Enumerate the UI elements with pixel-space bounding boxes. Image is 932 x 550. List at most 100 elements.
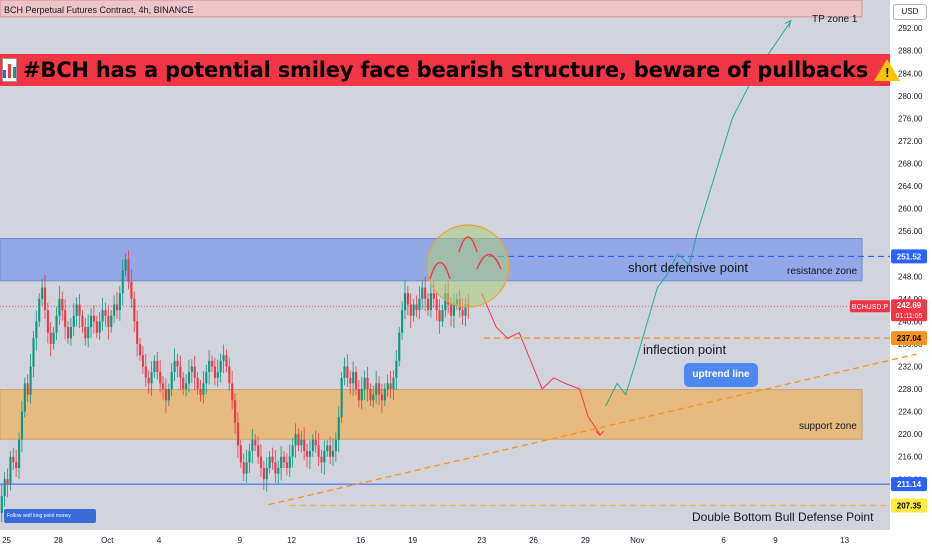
candle-body [78, 304, 81, 316]
double-bottom-label: Double Bottom Bull Defense Point [692, 510, 874, 524]
price-tick-label: 216.00 [898, 453, 923, 462]
candle-body [110, 315, 113, 328]
candle-body [190, 366, 193, 373]
price-tag-resistance: 251.52 [897, 252, 922, 261]
bearish-arrowhead [595, 430, 605, 436]
right-shoulder-arc [476, 253, 502, 270]
candle-body [173, 360, 176, 373]
candle-body [331, 451, 335, 457]
candle-body [153, 360, 156, 373]
candle-body [87, 327, 90, 339]
candle-body [306, 451, 309, 457]
time-tick-label: 9 [238, 536, 243, 545]
candle-body [15, 462, 18, 468]
candle-body [225, 355, 228, 367]
headline-text: #BCH has a potential smiley face bearish… [23, 58, 869, 82]
candle-body [392, 377, 395, 390]
candle-body [343, 366, 346, 378]
candle-body [38, 298, 41, 322]
time-tick-label: Nov [630, 536, 644, 545]
candle-body [81, 315, 84, 328]
candle-body [262, 467, 265, 480]
candle-body [415, 304, 418, 311]
price-tick-label: 268.00 [898, 160, 923, 169]
candle-body [61, 298, 64, 311]
candle-body [12, 456, 15, 463]
candle-body [41, 287, 44, 299]
candle-body [427, 298, 430, 311]
candle-body [69, 327, 72, 339]
candle-body [35, 321, 38, 339]
price-tick-label: 284.00 [898, 69, 923, 78]
candle-body [219, 360, 222, 373]
bearish-projection-path [481, 293, 601, 435]
price-tag-double-bottom-bg [891, 498, 927, 513]
candle-body [101, 310, 104, 322]
candle-body [6, 479, 9, 485]
watermark-badge: Follow wolf king point money [4, 509, 96, 523]
candle-body [0, 496, 3, 514]
price-tag-double-bottom: 207.35 [897, 501, 922, 510]
candle-body [464, 304, 467, 316]
time-axis-background [0, 530, 890, 550]
short-defensive-label: short defensive point [628, 260, 748, 275]
candle-body [196, 377, 199, 390]
uptrend-line [268, 353, 917, 506]
tp-zone [0, 0, 863, 18]
warning-icon: ! [874, 59, 901, 81]
candle-body [49, 332, 52, 344]
candle-body [58, 298, 61, 316]
candle-body [228, 366, 231, 384]
candle-body [208, 360, 211, 373]
time-tick-label: 28 [54, 536, 63, 545]
candle-body [308, 451, 312, 457]
candle-body [435, 298, 438, 311]
candle-body [67, 327, 70, 339]
candle-body [242, 462, 245, 474]
smiley-face-circle [426, 224, 510, 308]
candle-body [26, 383, 29, 395]
uptrend-line-callout: uptrend line [684, 363, 758, 387]
candle-body [236, 422, 240, 446]
candle-body [257, 445, 260, 457]
time-tick-label: 19 [408, 536, 417, 545]
candle-body [222, 355, 225, 361]
time-tick-label: 9 [773, 536, 778, 545]
candle-body [317, 445, 320, 457]
candle-body [124, 259, 127, 271]
candle-body [234, 400, 237, 423]
price-tick-label: 224.00 [898, 408, 923, 417]
candle-body [199, 389, 202, 395]
candle-body [75, 304, 78, 316]
candle-body [421, 287, 424, 299]
candle-body [130, 281, 133, 299]
candle-body [90, 315, 93, 328]
currency-badge[interactable]: USD [893, 4, 927, 20]
candle-body [398, 332, 401, 361]
candle-body [23, 383, 26, 412]
time-tick-label: 6 [721, 536, 726, 545]
candle-body [245, 462, 248, 474]
candle-body [369, 389, 372, 401]
candle-body [20, 411, 24, 440]
candle-body [340, 377, 343, 418]
price-tag-support-line: 211.14 [897, 480, 922, 489]
time-tick-label: 23 [477, 536, 486, 545]
candle-body [395, 360, 398, 378]
candle-body [337, 417, 340, 440]
tp-zone-label: TP zone 1 [812, 14, 858, 25]
candle-body [251, 439, 254, 452]
candle-body [205, 372, 208, 384]
time-tick-label: 26 [529, 536, 538, 545]
price-tick-label: 260.00 [898, 205, 923, 214]
candle-body [429, 293, 432, 311]
candle-body [231, 383, 234, 401]
price-tick-label: 264.00 [898, 182, 923, 191]
candle-body [294, 434, 297, 446]
candle-body [271, 456, 274, 463]
candle-body [84, 327, 87, 339]
candle-body [107, 315, 110, 328]
candle-body [323, 451, 326, 463]
